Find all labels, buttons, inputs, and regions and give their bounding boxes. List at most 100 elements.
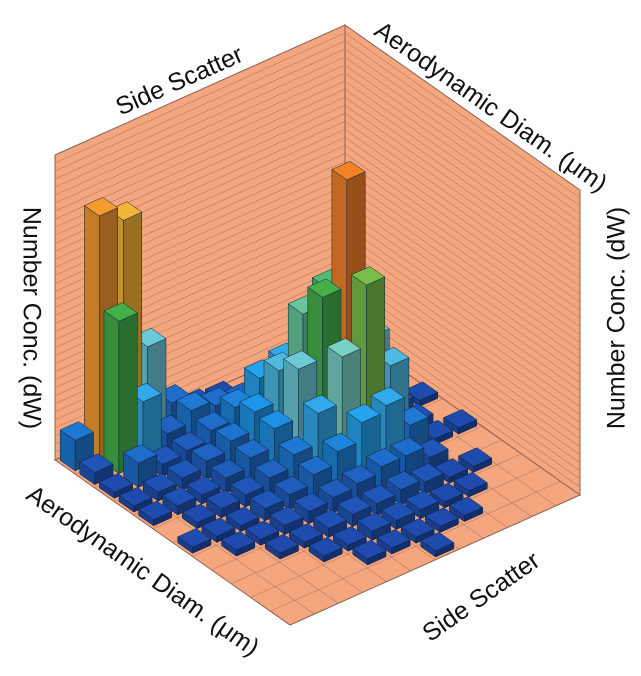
bar-face	[118, 487, 153, 507]
bar-face	[405, 490, 440, 510]
wall-line	[54, 72, 346, 204]
bar-face	[326, 338, 362, 358]
bar	[448, 496, 484, 523]
bar-face	[458, 447, 493, 467]
wall-line	[344, 48, 581, 215]
bar	[376, 529, 411, 555]
wall-line	[344, 233, 581, 399]
bar-face	[293, 492, 328, 512]
bar	[142, 473, 177, 502]
bar	[162, 486, 197, 516]
wall-line	[344, 193, 581, 359]
bar-face	[205, 489, 241, 509]
bar-face	[201, 517, 236, 537]
bar-face	[273, 475, 309, 495]
bar-face	[162, 486, 197, 507]
bar-face	[403, 381, 439, 401]
wall-line	[344, 169, 581, 335]
bar	[424, 507, 460, 533]
bar-face	[186, 476, 221, 496]
bar	[181, 503, 217, 530]
wall-line	[344, 96, 581, 263]
wall-line	[344, 145, 581, 311]
bar-face	[190, 442, 226, 462]
bar-face	[385, 470, 420, 490]
bar-face	[181, 503, 217, 523]
bar-face	[288, 523, 324, 543]
wall-line	[344, 121, 581, 287]
bar-face	[317, 478, 352, 498]
bar-face	[264, 534, 300, 554]
wall-line	[54, 32, 346, 164]
wall-line	[344, 153, 581, 319]
wall-line	[344, 80, 581, 247]
bar	[458, 447, 493, 473]
wall-line	[344, 32, 581, 199]
bar-face	[171, 431, 206, 451]
floor-line	[270, 480, 561, 612]
bar	[245, 520, 280, 546]
bar	[308, 537, 343, 563]
bar-face	[337, 495, 372, 515]
wall-line	[54, 48, 346, 180]
bar-face	[380, 501, 416, 521]
bars	[59, 160, 493, 566]
wall-line	[344, 105, 581, 271]
bar-face	[350, 266, 386, 286]
bar-face	[302, 394, 337, 414]
wall-line	[344, 161, 581, 327]
wall-line	[344, 40, 581, 207]
bar-face	[322, 432, 357, 452]
wall-line	[344, 241, 581, 407]
bar	[98, 473, 134, 499]
bar-face	[84, 205, 100, 461]
bar-face	[424, 507, 460, 527]
bar-face	[230, 475, 265, 496]
bar-face	[123, 444, 158, 464]
bar	[453, 472, 488, 498]
bar-face	[142, 473, 177, 493]
bar	[380, 501, 416, 530]
bar-face	[443, 409, 478, 429]
bar-face	[166, 459, 202, 479]
wall-line	[344, 201, 581, 367]
bar-face	[356, 512, 392, 532]
wall-line	[54, 80, 346, 212]
bar-face	[313, 509, 348, 529]
number-conc-label-left: Number Conc. (dW)	[17, 207, 45, 429]
bar-face	[448, 496, 484, 516]
wall-line	[344, 225, 581, 391]
bar-face	[225, 506, 260, 526]
bar-face	[249, 489, 285, 509]
bar-face	[453, 472, 488, 492]
wall-line	[344, 88, 581, 255]
bar-face	[258, 410, 294, 430]
bar-face	[177, 528, 212, 548]
bar-face	[341, 464, 377, 484]
bar-face	[332, 526, 367, 546]
wall-line	[344, 113, 581, 279]
bar-face	[215, 422, 250, 442]
wall-line	[54, 40, 346, 172]
wall-line	[344, 129, 581, 295]
bar-face	[269, 506, 304, 526]
bar	[177, 528, 212, 554]
bar-face	[365, 447, 401, 468]
bar	[269, 506, 304, 536]
wall-line	[344, 209, 581, 375]
wall-line	[344, 56, 581, 223]
bar-face	[83, 197, 119, 217]
bar-face	[98, 473, 134, 493]
bar-face	[370, 386, 405, 406]
bar-face	[420, 532, 455, 552]
bar-face	[361, 484, 396, 504]
bar	[59, 421, 95, 472]
bar-face	[79, 453, 114, 473]
bar	[405, 490, 440, 520]
bar	[225, 506, 260, 533]
bar-face	[278, 435, 313, 456]
bar-face	[234, 439, 270, 459]
bar-face	[433, 458, 469, 478]
bar-face	[245, 520, 280, 540]
